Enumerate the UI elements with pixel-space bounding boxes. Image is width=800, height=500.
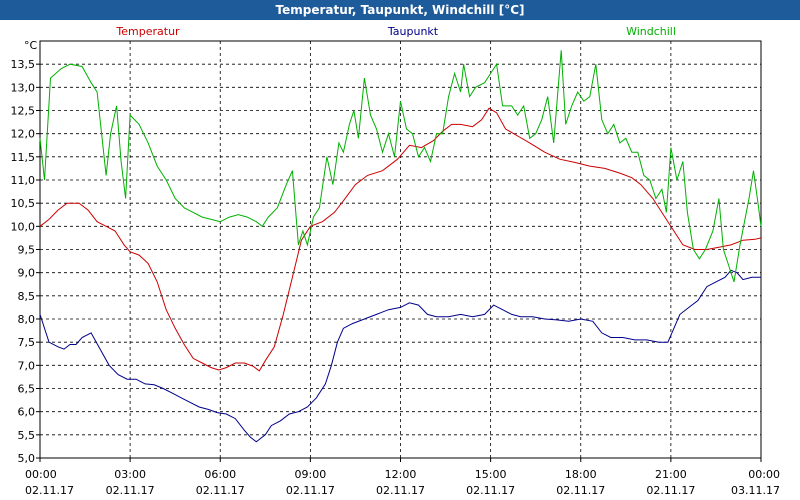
y-tick-label: 8,5	[18, 290, 36, 303]
y-tick-label: 6,5	[18, 383, 36, 396]
y-tick-label: 13,5	[11, 58, 36, 71]
data-series	[39, 50, 762, 443]
y-tick-label: 11,5	[11, 151, 36, 164]
x-tick-date: 02.11.17	[25, 484, 74, 497]
legend-entry-taupunkt: Taupunkt	[387, 25, 439, 38]
y-tick-label: 12,0	[11, 128, 36, 141]
x-tick-date: 03.11.17	[731, 484, 780, 497]
x-axis-ticks: 00:00 02.11.17 03:00 02.11.17 06:00 02.11.17 0…	[25, 458, 780, 497]
y-tick-label: 10,0	[11, 220, 36, 233]
x-tick-time: 21:00	[655, 468, 687, 481]
x-tick-date: 02.11.17	[646, 484, 695, 497]
y-tick-label: 8,0	[18, 313, 36, 326]
x-tick-date: 02.11.17	[106, 484, 155, 497]
x-tick-time: 15:00	[475, 468, 507, 481]
x-tick-time: 03:00	[114, 468, 146, 481]
x-tick-time: 06:00	[204, 468, 236, 481]
x-tick-date: 02.11.17	[196, 484, 245, 497]
y-tick-label: 7,5	[18, 336, 36, 349]
y-tick-label: 7,0	[18, 359, 36, 372]
y-tick-label: 12,5	[11, 105, 36, 118]
y-tick-label: 13,0	[11, 81, 36, 94]
legend-entry-windchill: Windchill	[626, 25, 676, 38]
x-tick-date: 02.11.17	[286, 484, 335, 497]
y-tick-label: 11,0	[11, 174, 36, 187]
series-line-temperatur	[39, 107, 762, 372]
y-tick-label: 9,5	[18, 244, 36, 257]
y-axis-ticks: 13,5 13,0 12,5 12,0 11,5 11,0 10,5 10,0 9,5 9,0 8,…	[11, 58, 40, 465]
y-tick-label: 5,0	[18, 452, 36, 465]
x-tick-time: 18:00	[565, 468, 597, 481]
x-tick-date: 02.11.17	[466, 484, 515, 497]
x-tick-date: 02.11.17	[556, 484, 605, 497]
series-line-taupunkt	[39, 269, 761, 443]
legend: Temperatur Taupunkt Windchill	[115, 25, 676, 38]
x-tick-time: 00:00	[748, 468, 780, 481]
y-tick-label: 5,5	[18, 429, 36, 442]
x-tick-date: 02.11.17	[376, 484, 425, 497]
legend-entry-temperatur: Temperatur	[115, 25, 180, 38]
y-tick-label: 9,0	[18, 267, 36, 280]
chart-title: Temperatur, Taupunkt, Windchill [°C]	[0, 0, 800, 20]
y-tick-label: 6,0	[18, 406, 36, 419]
series-line-windchill	[39, 50, 762, 283]
grid-lines	[40, 41, 761, 458]
y-axis-unit: °C	[24, 39, 38, 52]
x-tick-time: 00:00	[25, 468, 57, 481]
y-tick-label: 10,5	[11, 197, 36, 210]
x-tick-time: 09:00	[295, 468, 327, 481]
x-tick-time: 12:00	[385, 468, 417, 481]
